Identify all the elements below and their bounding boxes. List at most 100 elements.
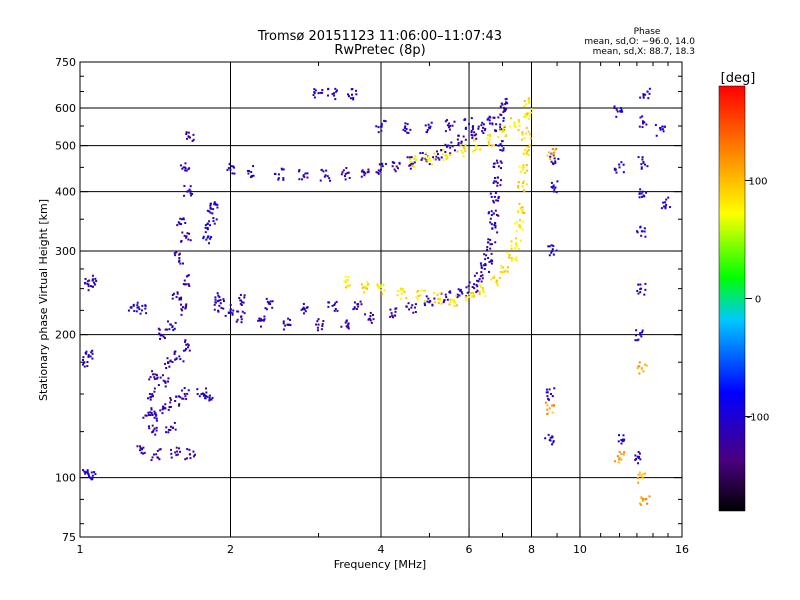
data-point-scatter [417,289,420,292]
data-point-scatter [473,287,476,290]
data-point-scatter [434,301,437,304]
data-point-scatter [409,128,412,131]
data-point-scatter [138,449,141,452]
data-point-scatter [557,157,560,160]
chart-title: Tromsø 20151123 11:06:00–11:07:43 [257,29,502,44]
data-point-scatter [380,129,383,132]
data-point-scatter [497,135,500,138]
data-point-scatter [555,249,558,252]
data-point-scatter [239,293,242,296]
data-point-scatter [476,279,479,282]
data-point [400,292,403,295]
data-point-scatter [204,397,207,400]
data-point-scatter [463,147,466,150]
data-point-scatter [366,280,369,283]
data-point [483,267,486,270]
data-point-scatter [222,307,225,310]
data-point-scatter [640,192,643,195]
data-point-scatter [521,184,524,187]
data-point-scatter [500,144,503,147]
data-point-scatter [229,311,232,314]
data-point-scatter [179,396,182,399]
data-point-scatter [171,297,174,300]
data-point-scatter [264,307,267,310]
data-point-scatter [205,391,208,394]
data-point-scatter [488,144,491,147]
data-point-scatter [182,349,185,352]
data-point-scatter [552,163,555,166]
data-point-scatter [405,297,408,300]
data-point-scatter [366,283,369,286]
data-point-scatter [451,145,454,148]
data-point-scatter [431,304,434,307]
data-point-scatter [328,301,331,304]
data-point-scatter [217,309,220,312]
data-point-scatter [240,315,243,318]
data-point-scatter [499,123,502,126]
data-point-scatter [268,301,271,304]
data-point-scatter [424,152,427,155]
data-point-scatter [215,203,218,206]
data-point-scatter [523,99,526,102]
data-point-scatter [552,151,555,154]
data-point-scatter [340,325,343,328]
data-point-scatter [183,387,186,390]
data-point-scatter [641,115,644,118]
data-point-scatter [639,225,642,228]
data-point-scatter [165,431,168,434]
data-point [410,160,413,163]
data-point-scatter [506,102,509,105]
data-point [344,172,347,175]
data-point-scatter [163,336,166,339]
data-point-scatter [415,159,418,162]
data-point-scatter [473,274,476,277]
data-point-scatter [552,440,555,443]
data-point-scatter [464,118,467,121]
data-point-scatter [281,168,284,171]
data-point-scatter [484,258,487,261]
data-point-scatter [345,279,348,282]
data-point-scatter [144,414,147,417]
data-point-scatter [622,163,625,166]
data-point-scatter [180,303,183,306]
data-point-scatter [259,325,262,328]
data-point-scatter [640,166,643,169]
data-point-scatter [510,244,513,247]
data-point-scatter [379,170,382,173]
data-point-scatter [179,164,182,167]
data-point-scatter [184,221,187,224]
data-point-scatter [220,306,223,309]
data-point-scatter [369,311,372,314]
data-point-scatter [482,123,485,126]
data-point-scatter [174,321,177,324]
data-point-scatter [522,152,525,155]
data-point-scatter [322,170,325,173]
data-point-scatter [151,431,154,434]
stats-line-o: mean, sd,O: −96.0, 14.0 [584,37,695,47]
data-point-scatter [527,153,530,156]
data-point-scatter [639,188,642,191]
data-point-scatter [183,184,186,187]
data-point-scatter [638,361,641,364]
data-point-scatter [180,223,183,226]
data-point-scatter [638,471,641,474]
data-point-scatter [348,284,351,287]
data-point-scatter [437,298,440,301]
data-point-scatter [524,171,527,174]
data-point-scatter [156,449,159,452]
data-point-scatter [144,304,147,307]
data-point-scatter [87,473,90,476]
data-point-scatter [506,251,509,254]
x-tick-label: 2 [227,543,234,556]
data-point-scatter [236,318,239,321]
data-point-scatter [165,426,168,429]
data-point [213,201,216,204]
data-point-scatter [248,170,251,173]
data-point [501,103,504,106]
data-point-scatter [150,408,153,411]
data-point-scatter [86,361,89,364]
data-point-scatter [426,129,429,132]
data-point-scatter [475,272,478,275]
data-point [148,393,151,396]
